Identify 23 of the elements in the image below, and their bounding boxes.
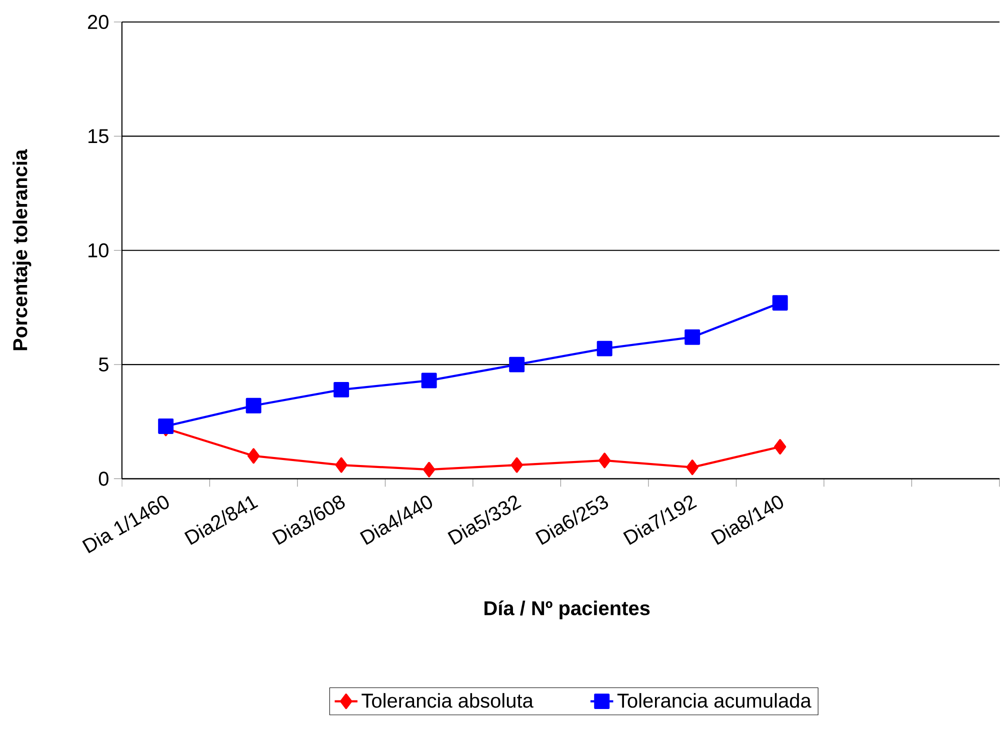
legend-label: Tolerancia acumulada xyxy=(617,693,812,708)
y-tick-label: 10 xyxy=(88,243,108,258)
point xyxy=(335,458,348,473)
point xyxy=(598,452,611,468)
point xyxy=(596,341,612,356)
y-axis-title: Porcentaje tolerancia xyxy=(12,149,32,350)
y-tick-label: 5 xyxy=(98,358,108,372)
point xyxy=(684,330,700,346)
legend-label: Tolerancia absoluta xyxy=(362,693,534,708)
y-tick-label: 20 xyxy=(88,15,108,30)
point xyxy=(510,458,523,473)
point xyxy=(248,448,260,464)
y-tick-label: 15 xyxy=(88,129,108,144)
point xyxy=(509,357,525,372)
point xyxy=(772,295,788,311)
x-axis-title: Día / Nº pacientes xyxy=(484,600,650,620)
point xyxy=(334,382,350,398)
point xyxy=(246,398,262,414)
point xyxy=(686,460,698,476)
point xyxy=(423,462,436,478)
y-tick-label: 0 xyxy=(98,472,108,486)
point xyxy=(774,439,786,455)
point xyxy=(421,373,437,388)
